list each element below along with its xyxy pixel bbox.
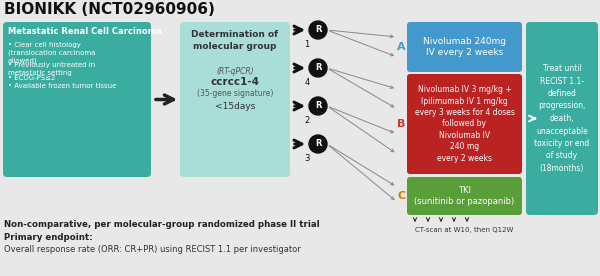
- Text: TKI
(sunitinib or pazopanib): TKI (sunitinib or pazopanib): [415, 186, 515, 206]
- Text: 2: 2: [304, 116, 310, 125]
- Text: BIONIKK (NCT02960906): BIONIKK (NCT02960906): [4, 2, 215, 17]
- FancyBboxPatch shape: [407, 74, 522, 174]
- Text: <15days: <15days: [215, 102, 255, 111]
- Text: A: A: [397, 42, 406, 52]
- Text: C: C: [397, 191, 405, 201]
- FancyBboxPatch shape: [526, 22, 598, 215]
- Text: CT-scan at W10, then Q12W: CT-scan at W10, then Q12W: [415, 227, 514, 233]
- Text: Metastatic Renal Cell Carcinoma: Metastatic Renal Cell Carcinoma: [8, 27, 162, 36]
- Text: Primary endpoint:: Primary endpoint:: [4, 233, 92, 242]
- Text: Nivolumab IV 3 mg/kg +
Ipilimumab IV 1 mg/kg
every 3 weeks for 4 doses
followed : Nivolumab IV 3 mg/kg + Ipilimumab IV 1 m…: [415, 85, 514, 163]
- Circle shape: [309, 135, 327, 153]
- Text: Determination of
molecular group: Determination of molecular group: [191, 30, 278, 51]
- Text: 4: 4: [304, 78, 310, 87]
- Text: 1: 1: [304, 40, 310, 49]
- FancyBboxPatch shape: [407, 22, 522, 72]
- Text: Treat until
RECIST 1.1-
defined
progression,
death,
unacceptable
toxicity or end: Treat until RECIST 1.1- defined progress…: [535, 64, 590, 173]
- Text: • Clear cell histology
(translocation carcinoma
allowed): • Clear cell histology (translocation ca…: [8, 42, 95, 65]
- Text: R: R: [315, 63, 321, 73]
- Circle shape: [309, 97, 327, 115]
- Text: B: B: [397, 119, 406, 129]
- Circle shape: [309, 21, 327, 39]
- Text: Non-comparative, per molecular-group randomized phase II trial: Non-comparative, per molecular-group ran…: [4, 220, 320, 229]
- Text: • Available frozen tumor tissue: • Available frozen tumor tissue: [8, 83, 116, 89]
- FancyBboxPatch shape: [3, 22, 151, 177]
- Text: • Previously untreated in
metastatic setting: • Previously untreated in metastatic set…: [8, 62, 95, 76]
- Text: R: R: [315, 25, 321, 34]
- Text: 3: 3: [304, 154, 310, 163]
- Text: (RT-qPCR): (RT-qPCR): [216, 67, 254, 76]
- Text: ccrcc1-4: ccrcc1-4: [211, 77, 260, 87]
- FancyBboxPatch shape: [180, 22, 290, 177]
- Text: R: R: [315, 139, 321, 148]
- Text: • ECOG-PS≤2: • ECOG-PS≤2: [8, 76, 55, 81]
- Text: Overall response rate (ORR: CR+PR) using RECIST 1.1 per investigator: Overall response rate (ORR: CR+PR) using…: [4, 245, 301, 254]
- Text: Nivolumab 240mg
IV every 2 weeks: Nivolumab 240mg IV every 2 weeks: [423, 37, 506, 57]
- Text: (35-gene signature): (35-gene signature): [197, 89, 273, 98]
- Text: R: R: [315, 102, 321, 110]
- FancyBboxPatch shape: [407, 177, 522, 215]
- Circle shape: [309, 59, 327, 77]
